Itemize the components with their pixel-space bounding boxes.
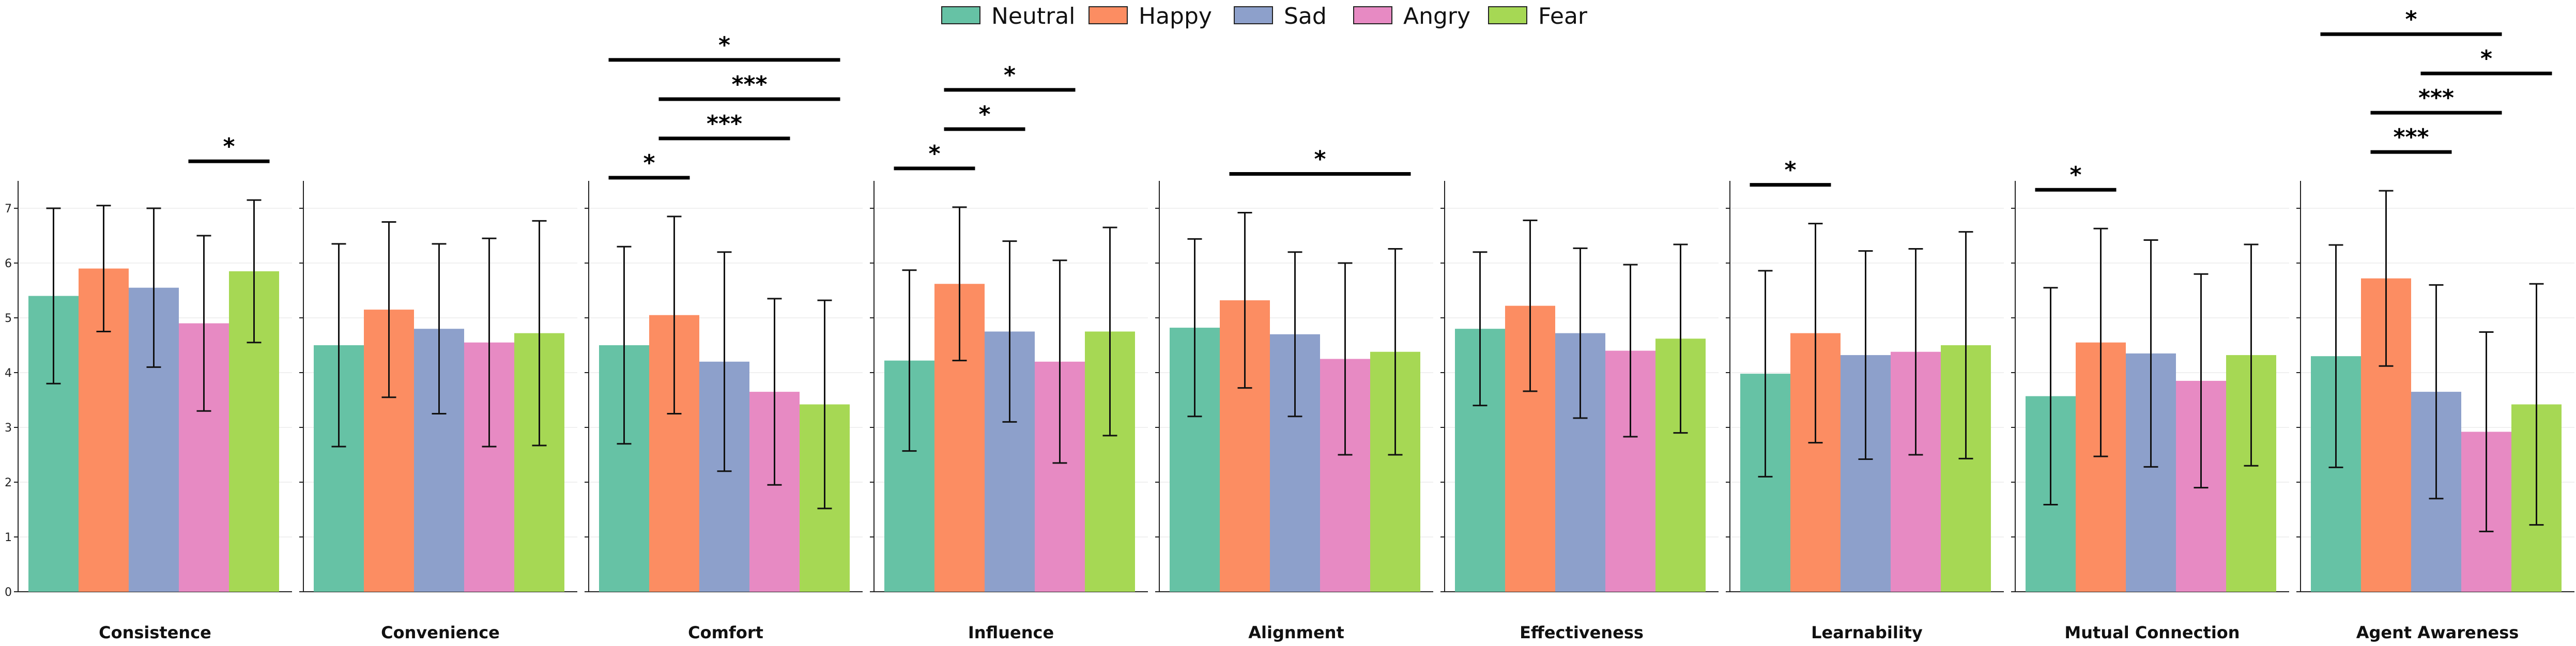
- panel-label-effectiveness: Effectiveness: [1520, 623, 1644, 642]
- y-tick-label: 6: [5, 257, 12, 270]
- panel-label-comfort: Comfort: [688, 623, 763, 642]
- significance-label-mutual-connection: *: [2069, 162, 2081, 188]
- y-tick-label: 2: [5, 476, 12, 489]
- legend-label-fear: Fear: [1538, 3, 1588, 29]
- significance-label-influence: *: [1004, 62, 1016, 88]
- legend-label-angry: Angry: [1403, 3, 1470, 29]
- significance-label-alignment: *: [1314, 146, 1326, 172]
- legend-label-sad: Sad: [1284, 3, 1327, 29]
- significance-label-comfort: *: [643, 150, 655, 176]
- panel-label-influence: Influence: [968, 623, 1054, 642]
- panel-label-learnability: Learnability: [1811, 623, 1923, 642]
- significance-label-agent-awareness: ***: [2418, 85, 2454, 111]
- significance-label-agent-awareness: *: [2405, 6, 2417, 33]
- significance-label-comfort: ***: [707, 111, 742, 137]
- significance-label-consistence: *: [223, 133, 235, 160]
- legend-swatch-fear: [1488, 6, 1527, 24]
- legend-label-happy: Happy: [1139, 3, 1212, 29]
- y-tick-label: 4: [5, 367, 12, 380]
- significance-label-influence: *: [928, 141, 940, 167]
- y-tick-label: 0: [5, 586, 12, 599]
- legend-swatch-neutral: [941, 6, 980, 24]
- significance-label-agent-awareness: ***: [2393, 124, 2429, 150]
- legend-swatch-angry: [1353, 6, 1392, 24]
- panel-label-alignment: Alignment: [1248, 623, 1344, 642]
- panel-label-agent-awareness: Agent Awareness: [2356, 623, 2519, 642]
- y-tick-label: 1: [5, 531, 12, 544]
- y-tick-label: 7: [5, 203, 12, 216]
- panel-label-mutual-connection: Mutual Connection: [2064, 623, 2240, 642]
- panel-label-consistence: Consistence: [99, 623, 211, 642]
- significance-label-comfort: ***: [731, 71, 767, 98]
- y-tick-label: 5: [5, 312, 12, 325]
- significance-label-comfort: *: [718, 32, 730, 58]
- legend-label-neutral: Neutral: [991, 3, 1075, 29]
- significance-label-agent-awareness: *: [2480, 45, 2492, 72]
- significance-label-influence: *: [978, 101, 990, 128]
- legend-swatch-happy: [1088, 6, 1128, 24]
- legend-swatch-sad: [1234, 6, 1273, 24]
- significance-label-learnability: *: [1784, 157, 1796, 183]
- panel-label-convenience: Convenience: [381, 623, 500, 642]
- y-tick-label: 3: [5, 422, 12, 435]
